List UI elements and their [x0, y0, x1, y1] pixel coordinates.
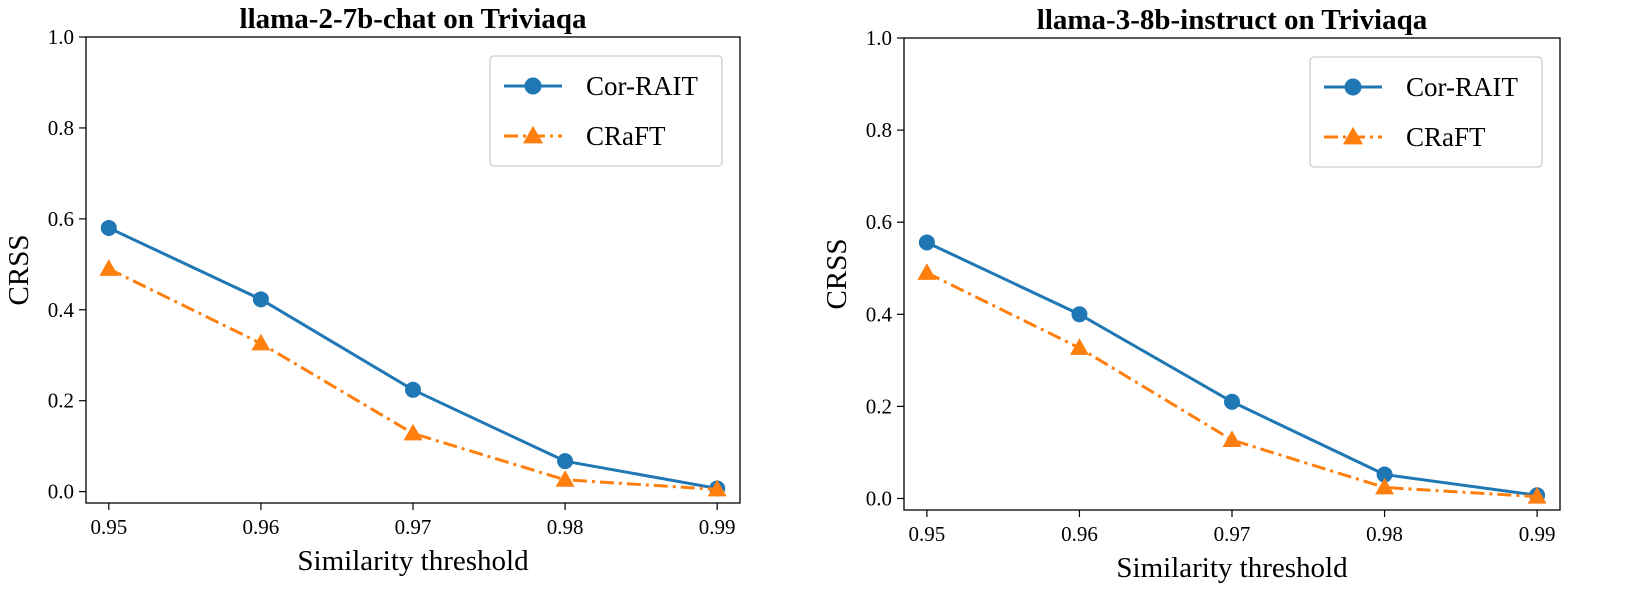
chart-1-y-tick-label-4: 0.6	[48, 207, 74, 231]
chart-2-x-tick-label-5: 0.99	[1519, 522, 1556, 546]
chart-1-legend-label-2: CRaFT	[586, 121, 666, 151]
chart-2-series-2-point-4	[1375, 477, 1395, 495]
chart-2-y-tick-label-1: 0.0	[866, 486, 892, 510]
chart-1-series-1-line	[108, 226, 718, 490]
chart-2-series-2-point-3	[1222, 430, 1242, 447]
chart-1-title: llama-2-7b-chat on Triviaqa	[240, 3, 587, 35]
chart-1-legend-marker-1	[524, 77, 542, 95]
chart-1-y-tick-label-6: 1.0	[48, 25, 74, 49]
chart-2-y-tick-label-6: 1.0	[866, 26, 892, 50]
chart-2-series-1-point-2	[1071, 306, 1088, 323]
chart-2-series-1-point-3	[1224, 393, 1240, 410]
chart-1-x-axis-label: Similarity threshold	[297, 545, 529, 577]
chart-2-y-tick-label-4: 0.6	[866, 210, 892, 234]
chart-2-x-tick-label-2: 0.96	[1061, 522, 1098, 546]
chart-2-series-2-point-5	[1527, 487, 1547, 504]
chart-1-y-tick-label-5: 0.8	[48, 116, 74, 140]
chart-2-y-tick-label-2: 0.2	[866, 394, 892, 418]
chart-1-series-2-point-1	[99, 259, 119, 276]
chart-2-title: llama-3-8b-instruct on Triviaqa	[1037, 4, 1428, 36]
chart-2-x-axis-label: Similarity threshold	[1116, 552, 1348, 584]
chart-2-legend-label-1: Cor-RAIT	[1406, 72, 1518, 102]
chart-2-x-tick-label-1: 0.95	[909, 522, 946, 546]
chart-2-legend-marker-1	[1344, 78, 1362, 96]
chart-1-series-2-point-3	[403, 423, 423, 441]
chart-2-y-tick-label-5: 0.8	[866, 118, 892, 142]
chart-2-series-2-point-1	[917, 263, 937, 280]
chart-2-y-axis-label: CRSS	[821, 239, 853, 310]
chart-2-legend-box	[1309, 56, 1543, 168]
chart-2-series-2-line	[926, 271, 1538, 499]
chart-2-series-2-point-2	[1069, 338, 1089, 355]
chart-1-legend-box	[489, 55, 723, 167]
chart-1-series-2-point-2	[251, 333, 271, 351]
chart-1-series-1-point-4	[557, 453, 574, 470]
chart-2: llama-3-8b-instruct on Triviaqa 0.95 0.96 0…	[821, 4, 1561, 584]
chart-1-legend-label-1: Cor-RAIT	[586, 71, 698, 101]
chart-1-y-tick-label-2: 0.2	[48, 389, 74, 413]
chart-2-x-tick-label-4: 0.98	[1366, 522, 1403, 546]
chart-1-x-tick-label-1: 0.95	[90, 515, 127, 539]
chart-1: llama-2-7b-chat on Triviaqa 0.95 0.96 0.97 0…	[3, 3, 741, 577]
chart-2-legend-label-2: CRaFT	[1406, 122, 1486, 152]
chart-1-series-2-line	[108, 267, 718, 491]
chart-1-series-2-point-5	[707, 479, 727, 497]
chart-1-legend: Cor-RAIT CRaFT	[489, 55, 723, 167]
chart-1-series-1-point-1	[100, 219, 117, 236]
chart-1-series-1-point-2	[252, 291, 269, 308]
chart-1-x-tick-label-3: 0.97	[395, 515, 432, 539]
chart-1-x-tick-label-5: 0.99	[699, 515, 736, 539]
chart-1-y-axis-label: CRSS	[3, 235, 35, 306]
chart-2-series-1-point-1	[918, 234, 935, 251]
chart-2-series-1-line	[926, 241, 1538, 497]
chart-1-y-tick-label-1: 0.0	[48, 480, 74, 504]
chart-1-x-tick-label-4: 0.98	[547, 515, 584, 539]
chart-1-legend-marker-2	[522, 125, 544, 144]
chart-2-x-tick-label-3: 0.97	[1214, 522, 1251, 546]
chart-1-y-tick-label-3: 0.4	[48, 298, 75, 322]
chart-1-series-2-point-4	[555, 470, 575, 487]
chart-1-series-1-point-3	[405, 381, 421, 398]
chart-2-legend-marker-2	[1342, 126, 1364, 145]
chart-2-y-tick-label-3: 0.4	[866, 302, 893, 326]
chart-1-x-tick-label-2: 0.96	[243, 515, 280, 539]
chart-2-legend: Cor-RAIT CRaFT	[1309, 56, 1543, 168]
